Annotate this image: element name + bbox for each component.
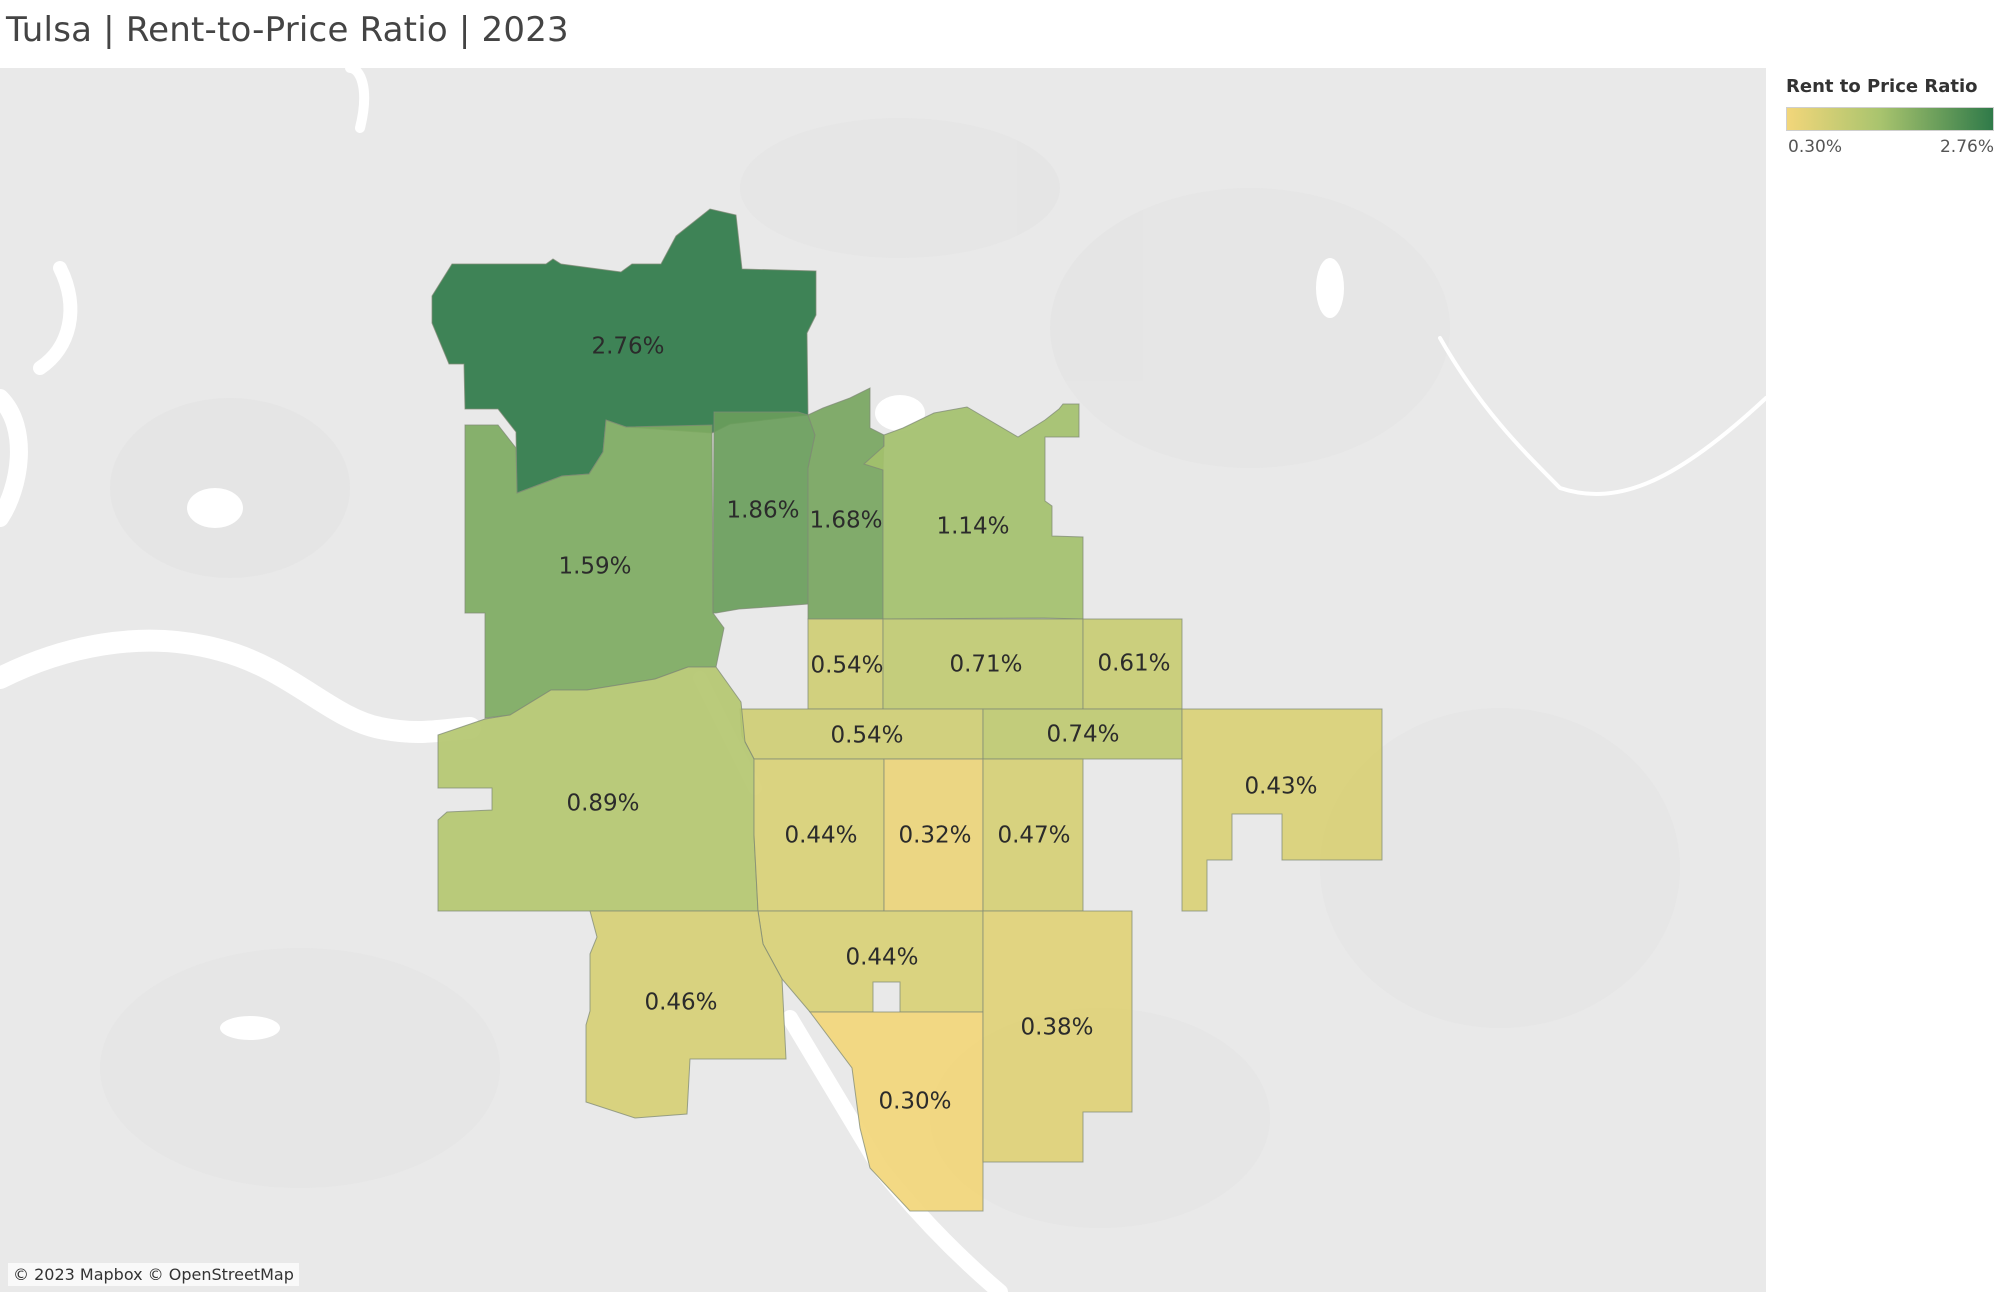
region-label-east: 0.43% — [1244, 774, 1317, 800]
legend-max-label: 2.76% — [1939, 137, 1994, 157]
region-labels: 2.76% 1.59% 1.86% 1.68% 1.14% 0.54% 0.71… — [558, 334, 1317, 1115]
region-label-south-central: 0.44% — [845, 945, 918, 971]
region-label-north-airport-west: 1.68% — [809, 508, 882, 534]
page-title: Tulsa | Rent-to-Price Ratio | 2023 — [6, 10, 569, 50]
legend-min-label: 0.30% — [1788, 137, 1843, 157]
region-southwest[interactable] — [585, 910, 787, 1119]
region-label-north-east: 1.14% — [936, 514, 1009, 540]
region-label-central-north-c: 0.61% — [1097, 651, 1170, 677]
legend-title: Rent to Price Ratio — [1786, 76, 1978, 97]
region-label-southwest: 0.46% — [644, 990, 717, 1016]
map-canvas[interactable]: 2.76% 1.59% 1.86% 1.68% 1.14% 0.54% 0.71… — [0, 68, 1766, 1292]
region-label-midtown: 0.32% — [898, 823, 971, 849]
region-north-east[interactable] — [863, 403, 1084, 620]
region-label-southeast: 0.38% — [1020, 1015, 1093, 1041]
map-attribution[interactable]: © 2023 Mapbox © OpenStreetMap — [8, 1263, 299, 1286]
choropleth-map[interactable]: 2.76% 1.59% 1.86% 1.68% 1.14% 0.54% 0.71… — [0, 68, 1766, 1292]
legend-labels: 0.30% 2.76% — [1786, 137, 1996, 159]
region-east[interactable] — [1181, 708, 1383, 912]
legend-color-ramp[interactable] — [1786, 107, 1994, 131]
region-polygons[interactable] — [431, 208, 1383, 1212]
region-southeast[interactable] — [982, 910, 1133, 1163]
region-label-north-central: 1.86% — [726, 498, 799, 524]
region-label-south: 0.30% — [878, 1089, 951, 1115]
lake-features — [187, 258, 1344, 1040]
region-label-central-a: 0.54% — [830, 723, 903, 749]
region-label-midtown-west: 0.44% — [784, 823, 857, 849]
region-label-central-north-a: 0.54% — [810, 653, 883, 679]
region-label-midtown-east: 0.47% — [997, 823, 1070, 849]
region-label-central-b: 0.74% — [1046, 722, 1119, 748]
region-label-west: 0.89% — [566, 791, 639, 817]
region-label-nw-south: 1.59% — [558, 554, 631, 580]
region-label-central-north-b: 0.71% — [949, 652, 1022, 678]
color-legend[interactable]: Rent to Price Ratio 0.30% 2.76% — [1786, 76, 1996, 159]
region-label-nw-north: 2.76% — [591, 334, 664, 360]
